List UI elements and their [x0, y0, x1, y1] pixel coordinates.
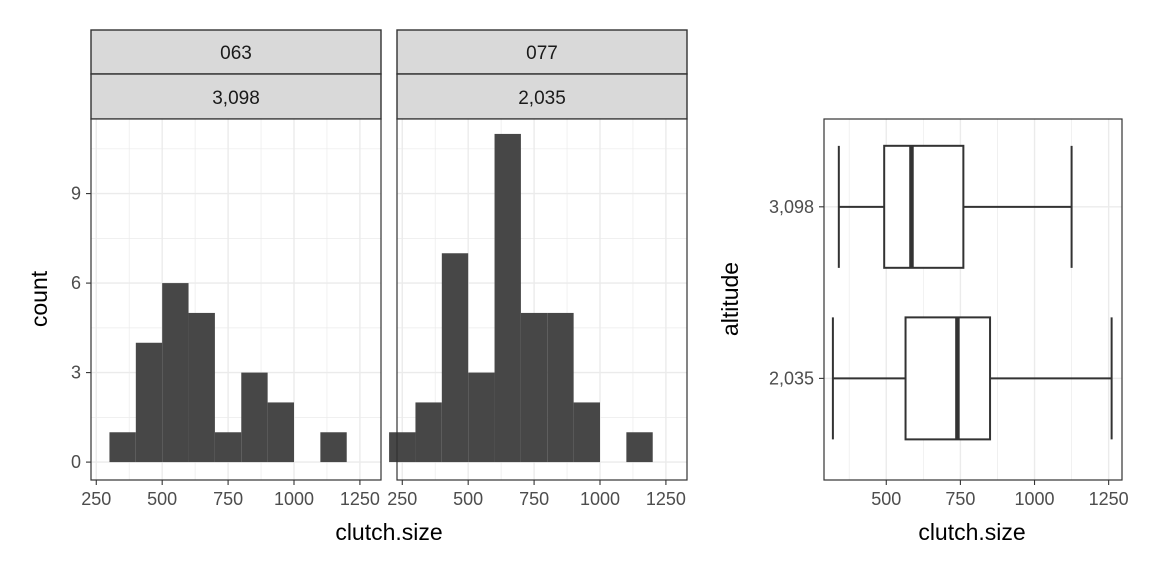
histogram-bar: [214, 432, 242, 463]
histogram-bar: [573, 402, 600, 463]
hist-y-axis-title: count: [26, 270, 52, 327]
x-tick-label: 500: [147, 489, 177, 509]
boxplot-panel: 500 750 1000 1250 3,098 2,035: [769, 118, 1129, 509]
hist-x-axis-title: clutch.size: [335, 519, 442, 545]
strip-right-bottom-label: 2,035: [518, 88, 566, 109]
y-tick-label: 0: [71, 452, 81, 472]
x-tick-label: 750: [213, 489, 243, 509]
boxplot-box: [883, 144, 965, 269]
x-tick-label: 750: [519, 489, 549, 509]
x-tick-label: 250: [81, 489, 111, 509]
strip-left-bottom-label: 3,098: [212, 88, 260, 109]
histogram-panel-right: 250 500 750 1000 1250: [387, 118, 688, 509]
strip-right-bottom: [396, 73, 688, 120]
histogram-bar: [520, 312, 548, 463]
x-tick-label: 1000: [274, 489, 314, 509]
histogram-bar: [626, 432, 653, 463]
histogram-bar: [135, 342, 163, 463]
histogram-bar: [494, 133, 521, 463]
strip-right: 077 2,035: [396, 29, 688, 120]
histogram-panel-left: 250 500 750 1000 1250 0 3 6 9: [71, 118, 382, 509]
x-tick-label: 500: [871, 489, 901, 509]
x-tick-label: 1000: [1015, 489, 1055, 509]
strip-left-top-label: 063: [220, 43, 252, 64]
histogram-bar: [415, 402, 442, 463]
strip-right-top: [396, 29, 688, 75]
y-tick-label: 9: [71, 184, 81, 204]
box-x-axis-title: clutch.size: [918, 519, 1025, 545]
y-tick-label: 3: [71, 363, 81, 383]
y-tick-label: 2,035: [769, 368, 814, 388]
x-tick-label: 1000: [580, 489, 620, 509]
x-tick-label: 1250: [1089, 489, 1129, 509]
hist-left-border: [90, 118, 382, 481]
histogram-bar: [320, 432, 347, 463]
histogram-bar: [547, 312, 574, 463]
histogram-bar: [389, 432, 416, 463]
x-tick-label: 250: [387, 489, 417, 509]
histogram-bar: [468, 372, 495, 463]
strip-right-top-label: 077: [526, 43, 558, 64]
boxplot-box: [904, 316, 992, 441]
y-tick-label: 3,098: [769, 197, 814, 217]
x-tick-label: 1250: [340, 489, 380, 509]
x-tick-label: 500: [453, 489, 483, 509]
y-tick-label: 6: [71, 273, 81, 293]
histogram-bar: [109, 432, 136, 463]
box-y-axis-title: altitude: [717, 262, 743, 336]
boxplot-border: [823, 118, 1123, 481]
x-tick-label: 1250: [646, 489, 686, 509]
histogram-bar: [162, 283, 189, 463]
hist-left-background: [91, 119, 381, 480]
histogram-bar: [267, 402, 294, 463]
histogram-bar: [241, 372, 268, 463]
hist-right-border: [396, 118, 688, 481]
strip-left-top: [90, 29, 382, 75]
histogram-bar: [188, 312, 215, 463]
strip-left-bottom: [90, 73, 382, 120]
x-tick-label: 750: [945, 489, 975, 509]
strip-left: 063 3,098: [90, 29, 382, 120]
histogram-bar: [441, 253, 469, 463]
